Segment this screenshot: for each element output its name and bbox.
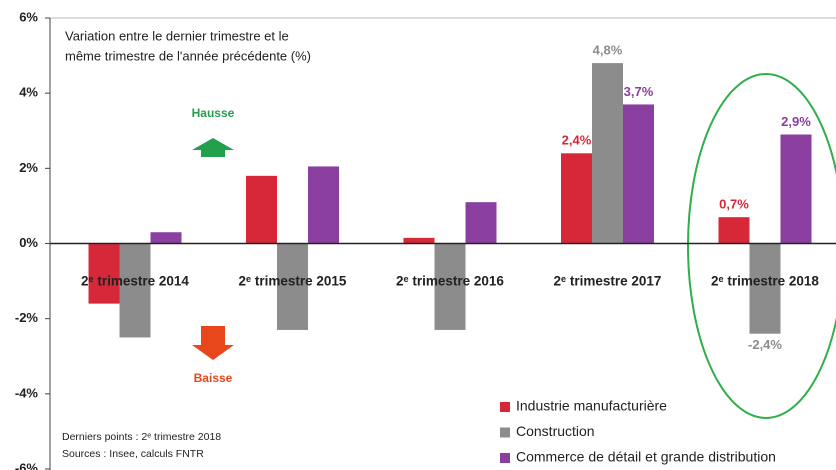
x-tick-label: 2ᵉ trimestre 2017 <box>554 274 662 289</box>
value-label: 0,7% <box>719 197 749 212</box>
bar <box>246 175 277 244</box>
bar <box>119 243 151 338</box>
bar <box>465 202 497 244</box>
note: Sources : Insee, calculs FNTR <box>62 448 204 460</box>
value-label: 3,7% <box>624 84 654 99</box>
value-label: 2,9% <box>781 114 811 129</box>
x-tick-label: 2ᵉ trimestre 2014 <box>81 274 189 289</box>
chart-title: même trimestre de l'année précédente (%) <box>65 48 311 63</box>
bar <box>403 237 435 244</box>
y-tick-label: -4% <box>15 385 39 400</box>
x-tick-label: 2ᵉ trimestre 2016 <box>396 274 504 289</box>
legend-label: Commerce de détail et grande distributio… <box>516 449 776 465</box>
annotation: Hausse <box>192 106 235 120</box>
y-tick-label: 4% <box>19 85 38 100</box>
legend-swatch <box>500 402 510 412</box>
y-tick-label: 2% <box>19 160 38 175</box>
legend-label: Construction <box>516 423 595 439</box>
down-arrow <box>192 326 234 360</box>
bar <box>592 63 623 244</box>
bar <box>561 153 592 244</box>
chart-title: Variation entre le dernier trimestre et … <box>65 28 289 43</box>
value-label: 2,4% <box>562 133 592 148</box>
annotation: Baisse <box>194 371 233 385</box>
x-tick-label: 2ᵉ trimestre 2015 <box>239 274 347 289</box>
bar <box>88 243 120 304</box>
x-tick-label: 2ᵉ trimestre 2018 <box>711 274 819 289</box>
bar <box>749 243 781 334</box>
bar <box>277 243 308 330</box>
legend-label: Industrie manufacturière <box>516 398 667 414</box>
bar <box>780 134 812 244</box>
bar <box>623 104 654 244</box>
value-label: 4,8% <box>593 43 623 58</box>
y-tick-label: 0% <box>19 235 38 250</box>
y-tick-label: -6% <box>15 460 39 470</box>
legend-swatch <box>500 453 510 463</box>
bar <box>434 243 466 330</box>
value-label: -2,4% <box>748 337 782 352</box>
note: Derniers points : 2ᵉ trimestre 2018 <box>62 431 221 443</box>
bar <box>718 217 750 244</box>
y-tick-label: -2% <box>15 310 39 325</box>
y-tick-label: 6% <box>19 9 38 24</box>
highlight-ellipse <box>687 73 836 419</box>
up-arrow <box>192 138 234 157</box>
bar <box>150 232 182 244</box>
legend-swatch <box>500 427 510 438</box>
bar <box>308 166 339 244</box>
